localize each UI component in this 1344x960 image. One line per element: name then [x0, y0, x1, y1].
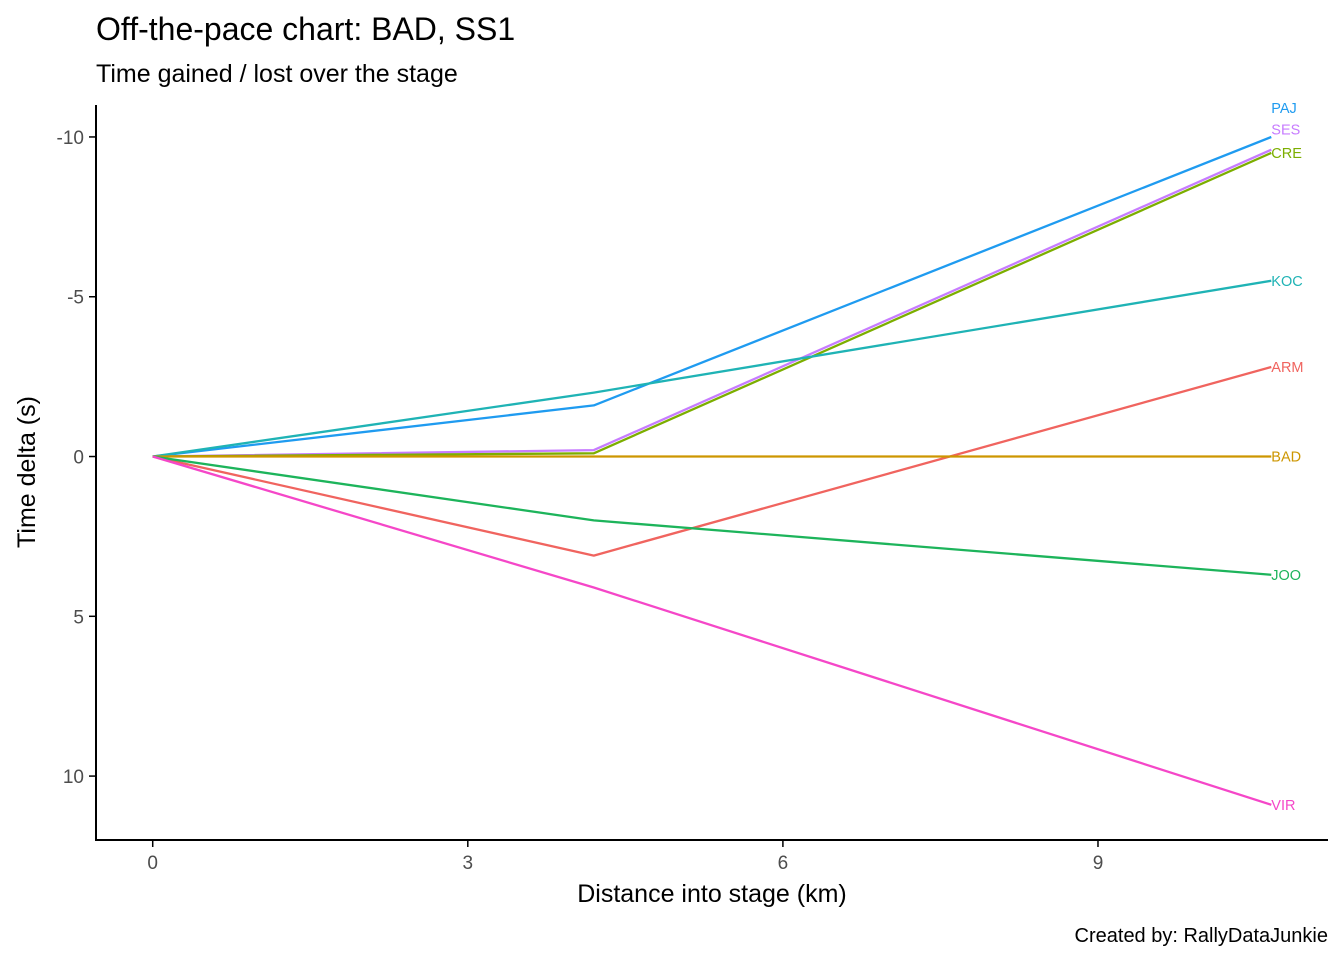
series-label-paj: PAJ: [1271, 101, 1297, 117]
series-line-cre: [152, 151, 1272, 458]
series-line-ses: [152, 148, 1272, 458]
y-axis-title: Time delta (s): [13, 396, 41, 548]
series-label-koc: KOC: [1271, 274, 1302, 290]
x-tick-label: 3: [463, 853, 474, 874]
series-line-joo: [152, 455, 1272, 576]
series-label-cre: CRE: [1271, 146, 1302, 162]
y-tick-label: 0: [73, 448, 84, 469]
plot-area: PAJ SES CRE KOC ARM BAD JOO VIR: [152, 101, 1304, 814]
x-axis-ticks: 0 3 6 9: [147, 840, 1103, 874]
series-line-koc: [152, 279, 1272, 458]
chart-title: Off-the-pace chart: BAD, SS1: [96, 11, 515, 47]
series-label-joo: JOO: [1271, 568, 1301, 584]
series-line-vir: [152, 455, 1272, 806]
y-tick-label: 10: [63, 767, 84, 788]
series-line-arm: [152, 365, 1272, 557]
series-label-vir: VIR: [1271, 798, 1295, 814]
x-axis-title: Distance into stage (km): [577, 880, 847, 908]
y-tick-label: -5: [67, 288, 84, 309]
series-label-bad: BAD: [1271, 450, 1301, 466]
series-label-arm: ARM: [1271, 360, 1303, 376]
chart-subtitle: Time gained / lost over the stage: [96, 60, 458, 88]
series-label-ses: SES: [1271, 123, 1300, 139]
x-tick-label: 0: [147, 853, 158, 874]
series-line-paj: [152, 135, 1272, 458]
chart-caption: Created by: RallyDataJunkie: [1075, 925, 1328, 947]
x-tick-label: 9: [1093, 853, 1104, 874]
y-tick-label: 5: [73, 607, 84, 628]
x-tick-label: 6: [778, 853, 789, 874]
y-axis-ticks: -10 -5 0 5 10: [57, 128, 96, 788]
y-tick-label: -10: [57, 128, 84, 149]
